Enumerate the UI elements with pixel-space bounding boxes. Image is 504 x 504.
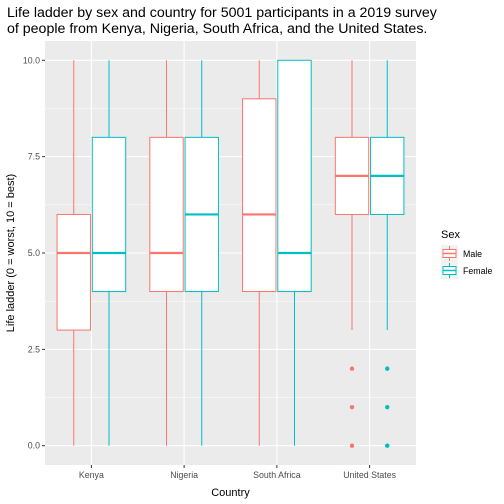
legend-key-male [441,245,458,262]
box-male-south-africa [242,60,277,446]
y-tick-label: 0.0 [28,441,40,451]
box-iqr [91,136,127,293]
legend-label-female: Female [463,266,492,276]
box-layer [56,59,405,448]
outlier-point [349,404,355,410]
x-tick-label: South Africa [253,470,301,480]
box-male-nigeria [149,60,184,446]
x-axis-title: Country [211,487,250,499]
x-tick-label: Nigeria [170,470,198,480]
outlier-point [349,366,355,371]
box-iqr [277,59,312,293]
box-iqr [242,98,277,293]
legend-label-male: Male [463,249,482,259]
box-male-kenya [56,60,91,446]
legend: Sex Male Female [441,229,492,279]
outlier-point [385,443,390,448]
outlier-point [349,443,355,448]
box-iqr [56,213,91,331]
chart-title-line-1: Life ladder by sex and country for 5001 … [7,5,438,21]
legend-key-female [441,262,458,279]
y-tick-label: 7.5 [28,152,40,162]
box-female-south-africa [277,59,312,446]
y-axis-title: Life ladder (0 = worst, 10 = best) [5,174,17,332]
x-tick-label: Kenya [79,470,104,480]
box-male-united-states [334,60,370,448]
box-female-united-states [370,60,405,448]
axis-layer: 0.0 2.5 5.0 7.5 10.0 Kenya Nigeria South Africa… [23,55,397,480]
chart-title-line-2: of people from Kenya, Nigeria, South Afr… [7,21,427,37]
legend-title: Sex [441,229,460,241]
box-iqr [149,136,184,293]
box-female-nigeria [184,60,219,446]
box-female-kenya [91,60,127,446]
y-tick-label: 2.5 [28,344,40,354]
y-tick-label: 10.0 [23,55,40,65]
outlier-point [385,404,390,410]
y-tick-label: 5.0 [28,248,40,258]
x-tick-label: United States [343,470,396,480]
outlier-point [385,366,390,371]
